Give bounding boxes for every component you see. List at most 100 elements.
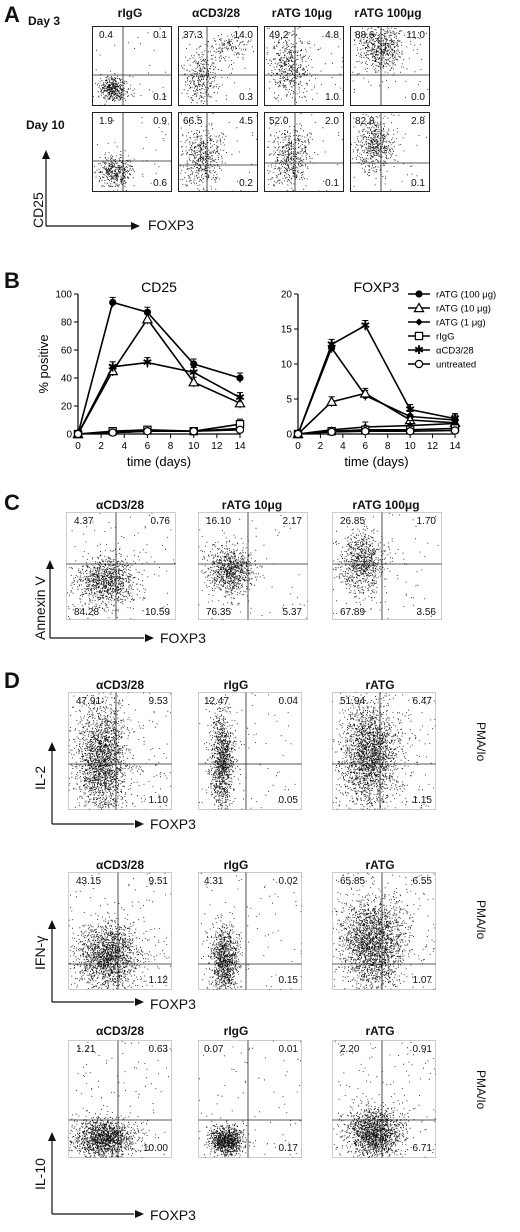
quadrant-lr-value: 0.1 xyxy=(411,178,425,189)
facs-plot: 4.31 0.02 0.15 xyxy=(198,872,302,990)
facs-plot: 1.9 0.9 0.6 xyxy=(92,112,172,192)
plot-frame xyxy=(332,1040,436,1158)
row-label-day3: Day 3 xyxy=(28,14,61,28)
event-dots xyxy=(181,27,254,104)
quadrant-ul-value: 82.8 xyxy=(355,116,375,127)
plot-frame xyxy=(198,512,308,620)
legend-label: rATG (1 μg) xyxy=(436,318,486,329)
quadrant-lr-value: 1.0 xyxy=(325,92,339,103)
quadrant-lr-value: 0.2 xyxy=(239,178,253,189)
y-tick-label: 20 xyxy=(61,402,73,413)
column-title: rIgG xyxy=(117,6,143,20)
column-title: rATG 10μg xyxy=(221,498,283,512)
facs-plot: 26.85 1.70 67.89 3.56 xyxy=(332,512,442,620)
plot-frame xyxy=(198,872,302,990)
x-tick-label: 6 xyxy=(145,441,151,452)
series-line xyxy=(77,317,241,435)
data-point xyxy=(143,426,152,436)
quadrant-ur-value: 2.17 xyxy=(282,516,302,527)
quadrant-ur-value: 14.0 xyxy=(233,30,253,41)
quadrant-lr-value: 5.37 xyxy=(282,607,302,618)
plot-frame xyxy=(66,512,176,620)
legend-marker: ✱ xyxy=(414,343,424,357)
axis-arrows xyxy=(48,1132,144,1218)
quadrant-lr-value: 1.12 xyxy=(148,975,168,986)
series-line xyxy=(77,361,241,435)
y-axis-label: Annexin V xyxy=(32,576,48,640)
data-point: ✱ xyxy=(450,412,460,426)
event-dots xyxy=(68,872,172,990)
legend-marker xyxy=(414,331,424,341)
data-point xyxy=(108,428,117,437)
plot-frame xyxy=(332,872,436,990)
event-dots xyxy=(179,113,257,191)
quadrant-ur-value: 0.91 xyxy=(412,1044,432,1055)
event-dots xyxy=(332,692,436,810)
facs-plot: 49.2 4.8 1.0 xyxy=(264,26,344,106)
quadrant-lr-value: 1.07 xyxy=(412,975,432,986)
quadrant-ur-value: 2.0 xyxy=(325,116,339,127)
facs-plot: 16.10 2.17 76.35 5.37 xyxy=(198,512,308,620)
x-tick-label: 2 xyxy=(98,441,104,452)
quadrant-lr-value: 10.00 xyxy=(142,1143,168,1154)
data-point: ✱ xyxy=(405,403,415,417)
quadrant-ul-value: 1.9 xyxy=(99,116,113,127)
quadrant-ul-value: 66.5 xyxy=(183,116,203,127)
legend-label: αCD3/28 xyxy=(436,346,474,357)
y-tick-label: 100 xyxy=(55,290,72,301)
data-point xyxy=(141,313,154,324)
chart-title: FOXP3 xyxy=(354,280,400,295)
facs-plot: 4.37 0.76 84.28 10.59 xyxy=(66,512,176,620)
plot-frame xyxy=(68,1040,172,1158)
data-point: ✱ xyxy=(327,337,337,351)
quadrant-ur-value: 0.04 xyxy=(278,696,298,707)
quadrant-ur-value: 1.70 xyxy=(416,516,436,527)
quadrant-ul-value: 0.4 xyxy=(99,30,113,41)
data-point xyxy=(405,426,415,436)
quadrant-ur-value: 2.8 xyxy=(411,116,425,127)
quadrant-lr-value: 1.10 xyxy=(148,795,168,806)
plot-frame xyxy=(198,1040,302,1158)
quadrant-ul-value: 4.37 xyxy=(74,516,94,527)
quadrant-ur-value: 4.8 xyxy=(325,30,339,41)
quadrant-ul-value: 37.3 xyxy=(183,30,203,41)
data-point: ✱ xyxy=(142,356,152,370)
x-tick-label: 14 xyxy=(449,441,461,452)
quadrant-ur-value: 0.1 xyxy=(153,30,167,41)
quadrant-ul-value: 52.0 xyxy=(269,116,289,127)
facs-plot: 2.20 0.91 6.71 xyxy=(332,1040,436,1158)
quadrant-ul-value: 2.20 xyxy=(340,1044,360,1055)
axis-arrows xyxy=(48,742,144,828)
quadrant-ur-value: 11.0 xyxy=(406,30,425,41)
chart-title: CD25 xyxy=(141,280,177,295)
facs-plot: 51.94 6.47 1.15 xyxy=(332,692,436,810)
quadrant-ur-value: 6.47 xyxy=(412,696,432,707)
quadrant-ur-value: 0.76 xyxy=(150,516,170,527)
data-point: ✱ xyxy=(235,391,245,405)
column-title: αCD3/28 xyxy=(95,498,145,512)
x-axis-label: FOXP3 xyxy=(160,630,206,646)
event-dots xyxy=(199,693,297,810)
quadrant-lr-value: 6.71 xyxy=(412,1143,432,1154)
x-tick-label: 12 xyxy=(427,441,439,452)
quadrant-lr-value: 0.1 xyxy=(153,92,167,103)
event-dots xyxy=(68,1041,172,1158)
column-title: αCD3/28 xyxy=(95,678,145,692)
quadrant-ul-value: 65.85 xyxy=(340,876,366,887)
quadrant-ul-value: 51.94 xyxy=(340,696,366,707)
facs-plot: 82.8 2.8 0.1 xyxy=(350,112,430,192)
quadrant-lr-value: 0.6 xyxy=(153,178,167,189)
x-tick-label: 2 xyxy=(318,441,324,452)
panel-label-d: D xyxy=(4,668,20,693)
event-dots xyxy=(333,513,439,619)
facs-plot: 12.47 0.04 0.05 xyxy=(198,692,302,810)
column-title: αCD3/28 xyxy=(95,858,145,872)
x-tick-label: 4 xyxy=(340,441,346,452)
data-point xyxy=(109,298,117,306)
legend-marker xyxy=(414,359,424,369)
y-tick-label: 0 xyxy=(286,430,292,441)
facs-plot: 65.85 6.55 1.07 xyxy=(332,872,436,990)
stimulation-label: PMA/Io xyxy=(474,1070,488,1110)
event-dots xyxy=(333,1040,436,1158)
facs-plot: 0.07 0.01 0.17 xyxy=(198,1040,302,1158)
